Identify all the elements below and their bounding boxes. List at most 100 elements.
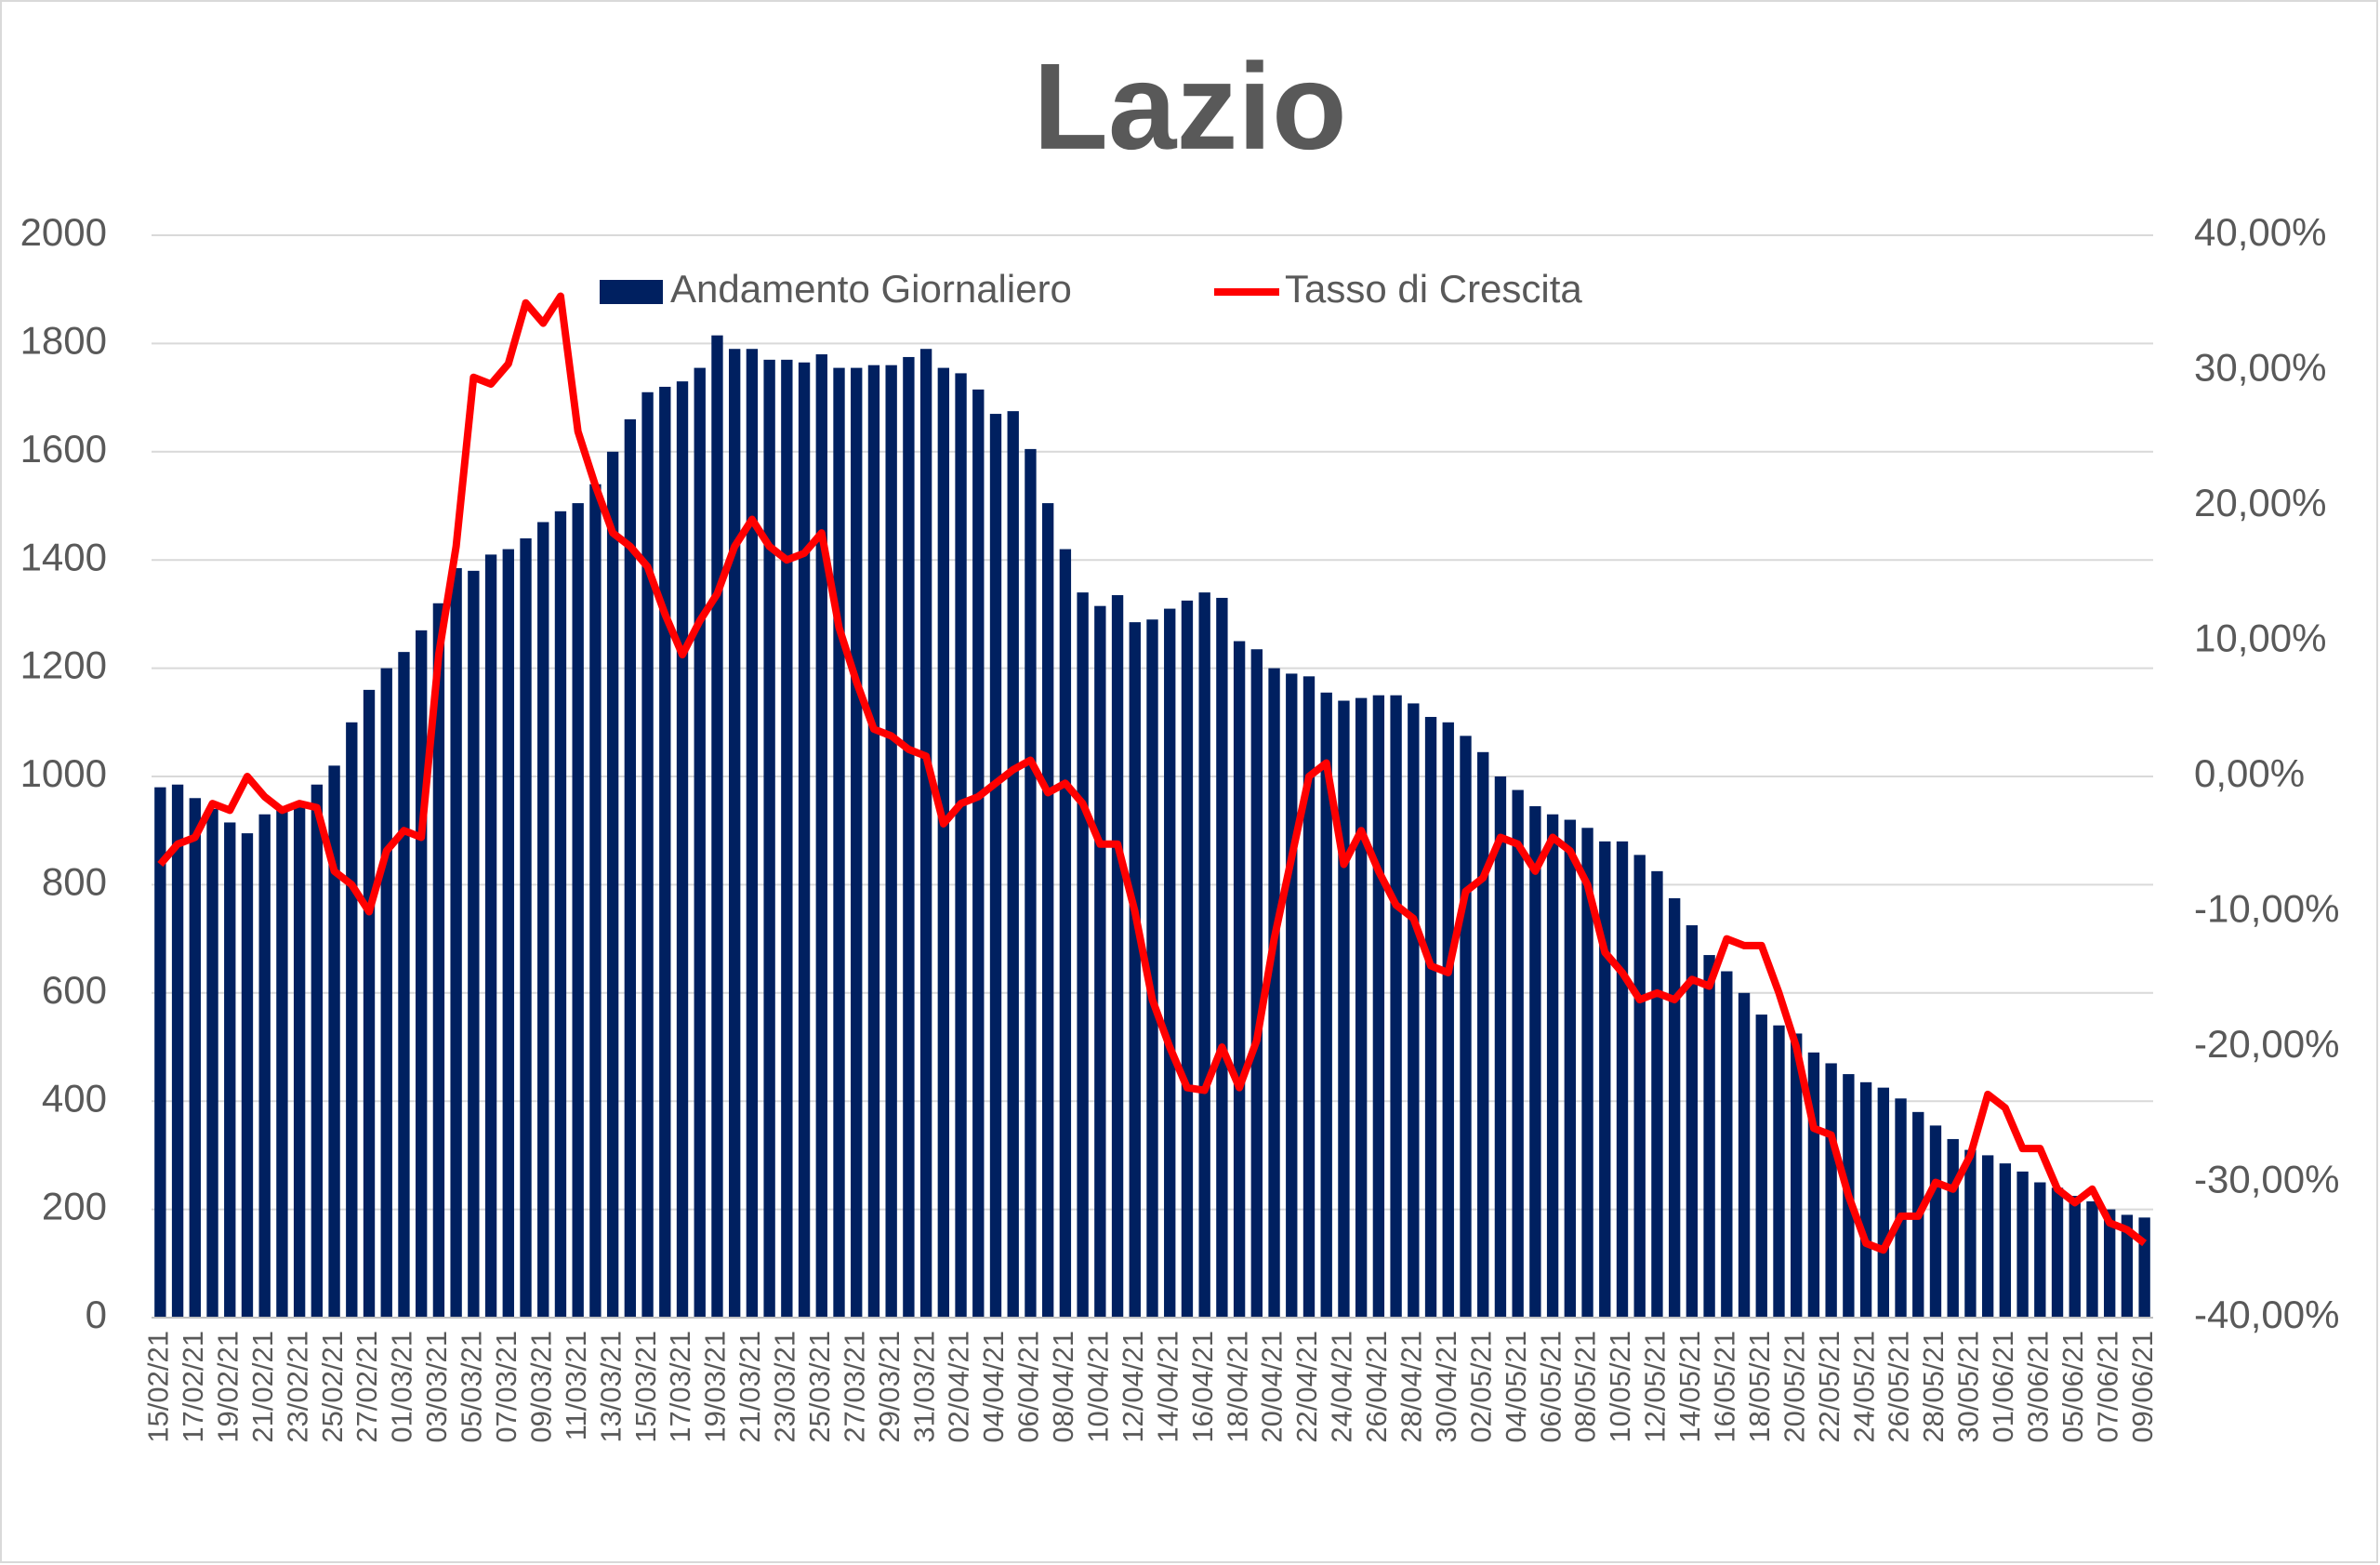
x-tick-label: 20/05/21 xyxy=(1778,1331,1810,1443)
x-tick-label: 08/04/21 xyxy=(1047,1331,1079,1443)
bar xyxy=(1408,703,1420,1318)
x-tick-label: 16/04/21 xyxy=(1186,1331,1219,1443)
x-tick-label: 28/04/21 xyxy=(1395,1331,1428,1443)
bar xyxy=(2138,1217,2150,1318)
bar xyxy=(781,359,793,1318)
x-tick-label: 27/03/21 xyxy=(838,1331,870,1443)
x-tick-label: 13/03/21 xyxy=(594,1331,627,1443)
y-tick-label: 200 xyxy=(42,1185,107,1228)
bar xyxy=(502,549,514,1318)
y2-tick-label: -20,00% xyxy=(2194,1022,2339,1066)
bar xyxy=(746,349,759,1319)
x-tick-label: 10/05/21 xyxy=(1604,1331,1636,1443)
bar xyxy=(484,554,497,1318)
bar xyxy=(241,833,254,1318)
bar xyxy=(711,335,723,1318)
legend-label: Tasso di Crescita xyxy=(1285,267,1582,311)
bar xyxy=(1633,855,1646,1318)
x-tick-label: 11/03/21 xyxy=(560,1331,592,1440)
bar xyxy=(1390,695,1402,1318)
bar xyxy=(1651,870,1663,1318)
bar xyxy=(1460,736,1472,1318)
x-tick-label: 23/03/21 xyxy=(769,1331,801,1443)
x-tick-label: 22/04/21 xyxy=(1290,1331,1323,1443)
bar xyxy=(1442,722,1454,1318)
bar xyxy=(903,356,915,1319)
x-tick-label: 07/03/21 xyxy=(490,1331,522,1443)
x-tick-label: 14/05/21 xyxy=(1673,1331,1706,1443)
x-tick-label: 01/03/21 xyxy=(386,1331,418,1443)
bar xyxy=(1755,1015,1767,1318)
x-tick-label: 21/02/21 xyxy=(246,1331,279,1443)
bar xyxy=(1668,897,1681,1318)
bar xyxy=(154,787,166,1318)
x-tick-label: 15/03/21 xyxy=(629,1331,662,1443)
bar xyxy=(763,359,775,1318)
x-tick-label: 06/04/21 xyxy=(1012,1331,1045,1443)
x-tick-label: 04/04/21 xyxy=(977,1331,1010,1443)
legend-swatch xyxy=(600,280,663,304)
bar xyxy=(1877,1087,1889,1318)
bar xyxy=(1198,592,1210,1318)
y-tick-label: 600 xyxy=(42,968,107,1012)
x-tick-label: 01/06/21 xyxy=(1987,1331,2019,1443)
bar xyxy=(606,451,619,1318)
bar xyxy=(729,349,741,1319)
bar xyxy=(311,784,324,1318)
bar xyxy=(380,668,392,1318)
line xyxy=(157,292,2148,1254)
bar xyxy=(572,503,584,1318)
y2-tick-label: -30,00% xyxy=(2194,1158,2339,1201)
x-tick-label: 09/06/21 xyxy=(2126,1331,2159,1443)
bar xyxy=(258,814,271,1318)
bar xyxy=(346,722,358,1318)
x-tick-label: 17/03/21 xyxy=(664,1331,696,1443)
bar xyxy=(919,349,932,1319)
y-tick-label: 1200 xyxy=(20,643,107,687)
bar xyxy=(1146,619,1158,1318)
bar xyxy=(676,381,689,1318)
bar xyxy=(398,652,410,1318)
x-tick-label: 06/05/21 xyxy=(1534,1331,1567,1443)
y-tick-label: 1800 xyxy=(20,318,107,362)
bar xyxy=(1041,503,1054,1318)
bar xyxy=(1372,695,1385,1318)
bar xyxy=(1929,1125,1942,1318)
bar xyxy=(815,354,827,1318)
y2-tick-label: 30,00% xyxy=(2194,346,2326,390)
bar xyxy=(641,391,654,1318)
bar xyxy=(955,373,967,1318)
bar xyxy=(468,570,480,1318)
y2-tick-label: 10,00% xyxy=(2194,617,2326,660)
y-tick-label: 1000 xyxy=(20,751,107,795)
bar xyxy=(1721,971,1733,1318)
bar xyxy=(1477,751,1489,1318)
x-tick-label: 05/06/21 xyxy=(2056,1331,2089,1443)
x-tick-label: 09/03/21 xyxy=(524,1331,557,1443)
x-tick-label: 25/02/21 xyxy=(316,1331,349,1443)
bar xyxy=(1791,1033,1803,1318)
x-tick-label: 07/06/21 xyxy=(2091,1331,2123,1443)
x-tick-label: 08/05/21 xyxy=(1569,1331,1602,1443)
bar xyxy=(1424,716,1437,1318)
bar xyxy=(416,630,428,1318)
bar xyxy=(1250,649,1263,1318)
bar xyxy=(1129,622,1141,1318)
bar xyxy=(1268,668,1280,1318)
y-tick-label: 2000 xyxy=(20,210,107,254)
bar xyxy=(851,367,863,1319)
y2-tick-label: -40,00% xyxy=(2194,1293,2339,1336)
x-tick-label: 26/05/21 xyxy=(1883,1331,1915,1443)
bar xyxy=(432,603,445,1318)
bar xyxy=(1964,1149,1977,1318)
x-tick-label: 22/05/21 xyxy=(1813,1331,1845,1443)
bar xyxy=(2016,1171,2029,1318)
bar xyxy=(1355,697,1368,1318)
bar xyxy=(659,386,671,1319)
bar xyxy=(1581,828,1593,1318)
bar xyxy=(328,765,340,1318)
bar xyxy=(293,803,306,1318)
chart-title: Lazio xyxy=(1033,38,1346,175)
x-tick-label: 31/03/21 xyxy=(907,1331,940,1443)
